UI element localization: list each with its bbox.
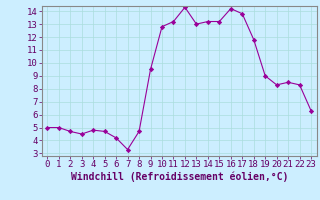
X-axis label: Windchill (Refroidissement éolien,°C): Windchill (Refroidissement éolien,°C) <box>70 172 288 182</box>
